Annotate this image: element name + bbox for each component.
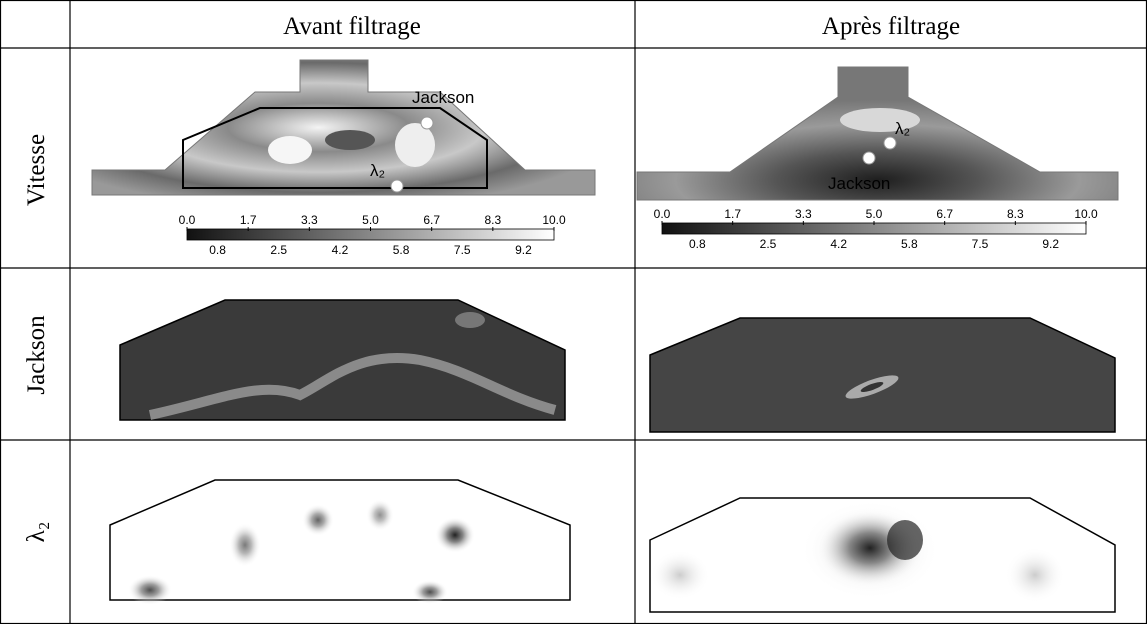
- colorbar-label: 10.0: [542, 213, 566, 227]
- colorbar-label: 2.5: [270, 243, 287, 257]
- row-label: Jackson: [23, 315, 50, 395]
- colorbar-label: 1.7: [240, 213, 257, 227]
- colorbar-label: 7.5: [454, 243, 471, 257]
- colorbar-label: 1.7: [724, 207, 741, 221]
- jackson-field-after: [649, 317, 1116, 433]
- colorbar-label: 5.0: [362, 213, 379, 227]
- colorbar-label: 0.0: [179, 213, 196, 227]
- colorbar-label: 2.5: [760, 237, 777, 251]
- jackson-field-before: [119, 299, 566, 421]
- annotation: Jackson: [828, 174, 890, 193]
- lambda2-field-after: [649, 497, 1116, 613]
- colorbar-label: 9.2: [1042, 237, 1059, 251]
- lambda2-field-before: [109, 479, 571, 605]
- colorbar-label: 5.0: [866, 207, 883, 221]
- colorbar-label: 0.0: [654, 207, 671, 221]
- annotation: Jackson: [412, 88, 474, 107]
- annotation: λ₂: [370, 161, 385, 180]
- colorbar-label: 6.7: [423, 213, 440, 227]
- colorbar-label: 5.8: [393, 243, 410, 257]
- colorbar-label: 5.8: [901, 237, 918, 251]
- colorbar-label: 4.2: [332, 243, 349, 257]
- colorbar-label: 3.3: [795, 207, 812, 221]
- row-label: λ₂: [23, 522, 50, 543]
- annotation: λ₂: [895, 119, 910, 138]
- column-header: Après filtrage: [822, 13, 960, 40]
- colorbar-label: 7.5: [972, 237, 989, 251]
- colorbar-label: 3.3: [301, 213, 318, 227]
- colorbar-label: 0.8: [209, 243, 226, 257]
- colorbar-label: 8.3: [1007, 207, 1024, 221]
- colorbar-label: 10.0: [1074, 207, 1098, 221]
- colorbar-label: 9.2: [515, 243, 532, 257]
- velocity-field-before: Jackson λ₂: [91, 59, 596, 196]
- row-label: Vitesse: [23, 134, 50, 206]
- colorbar-label: 6.7: [936, 207, 953, 221]
- colorbar-label: 8.3: [484, 213, 501, 227]
- colorbar-label: 4.2: [830, 237, 847, 251]
- column-header: Avant filtrage: [283, 13, 421, 40]
- velocity-field-after: λ₂ Jackson: [636, 66, 1119, 201]
- colorbar-label: 0.8: [689, 237, 706, 251]
